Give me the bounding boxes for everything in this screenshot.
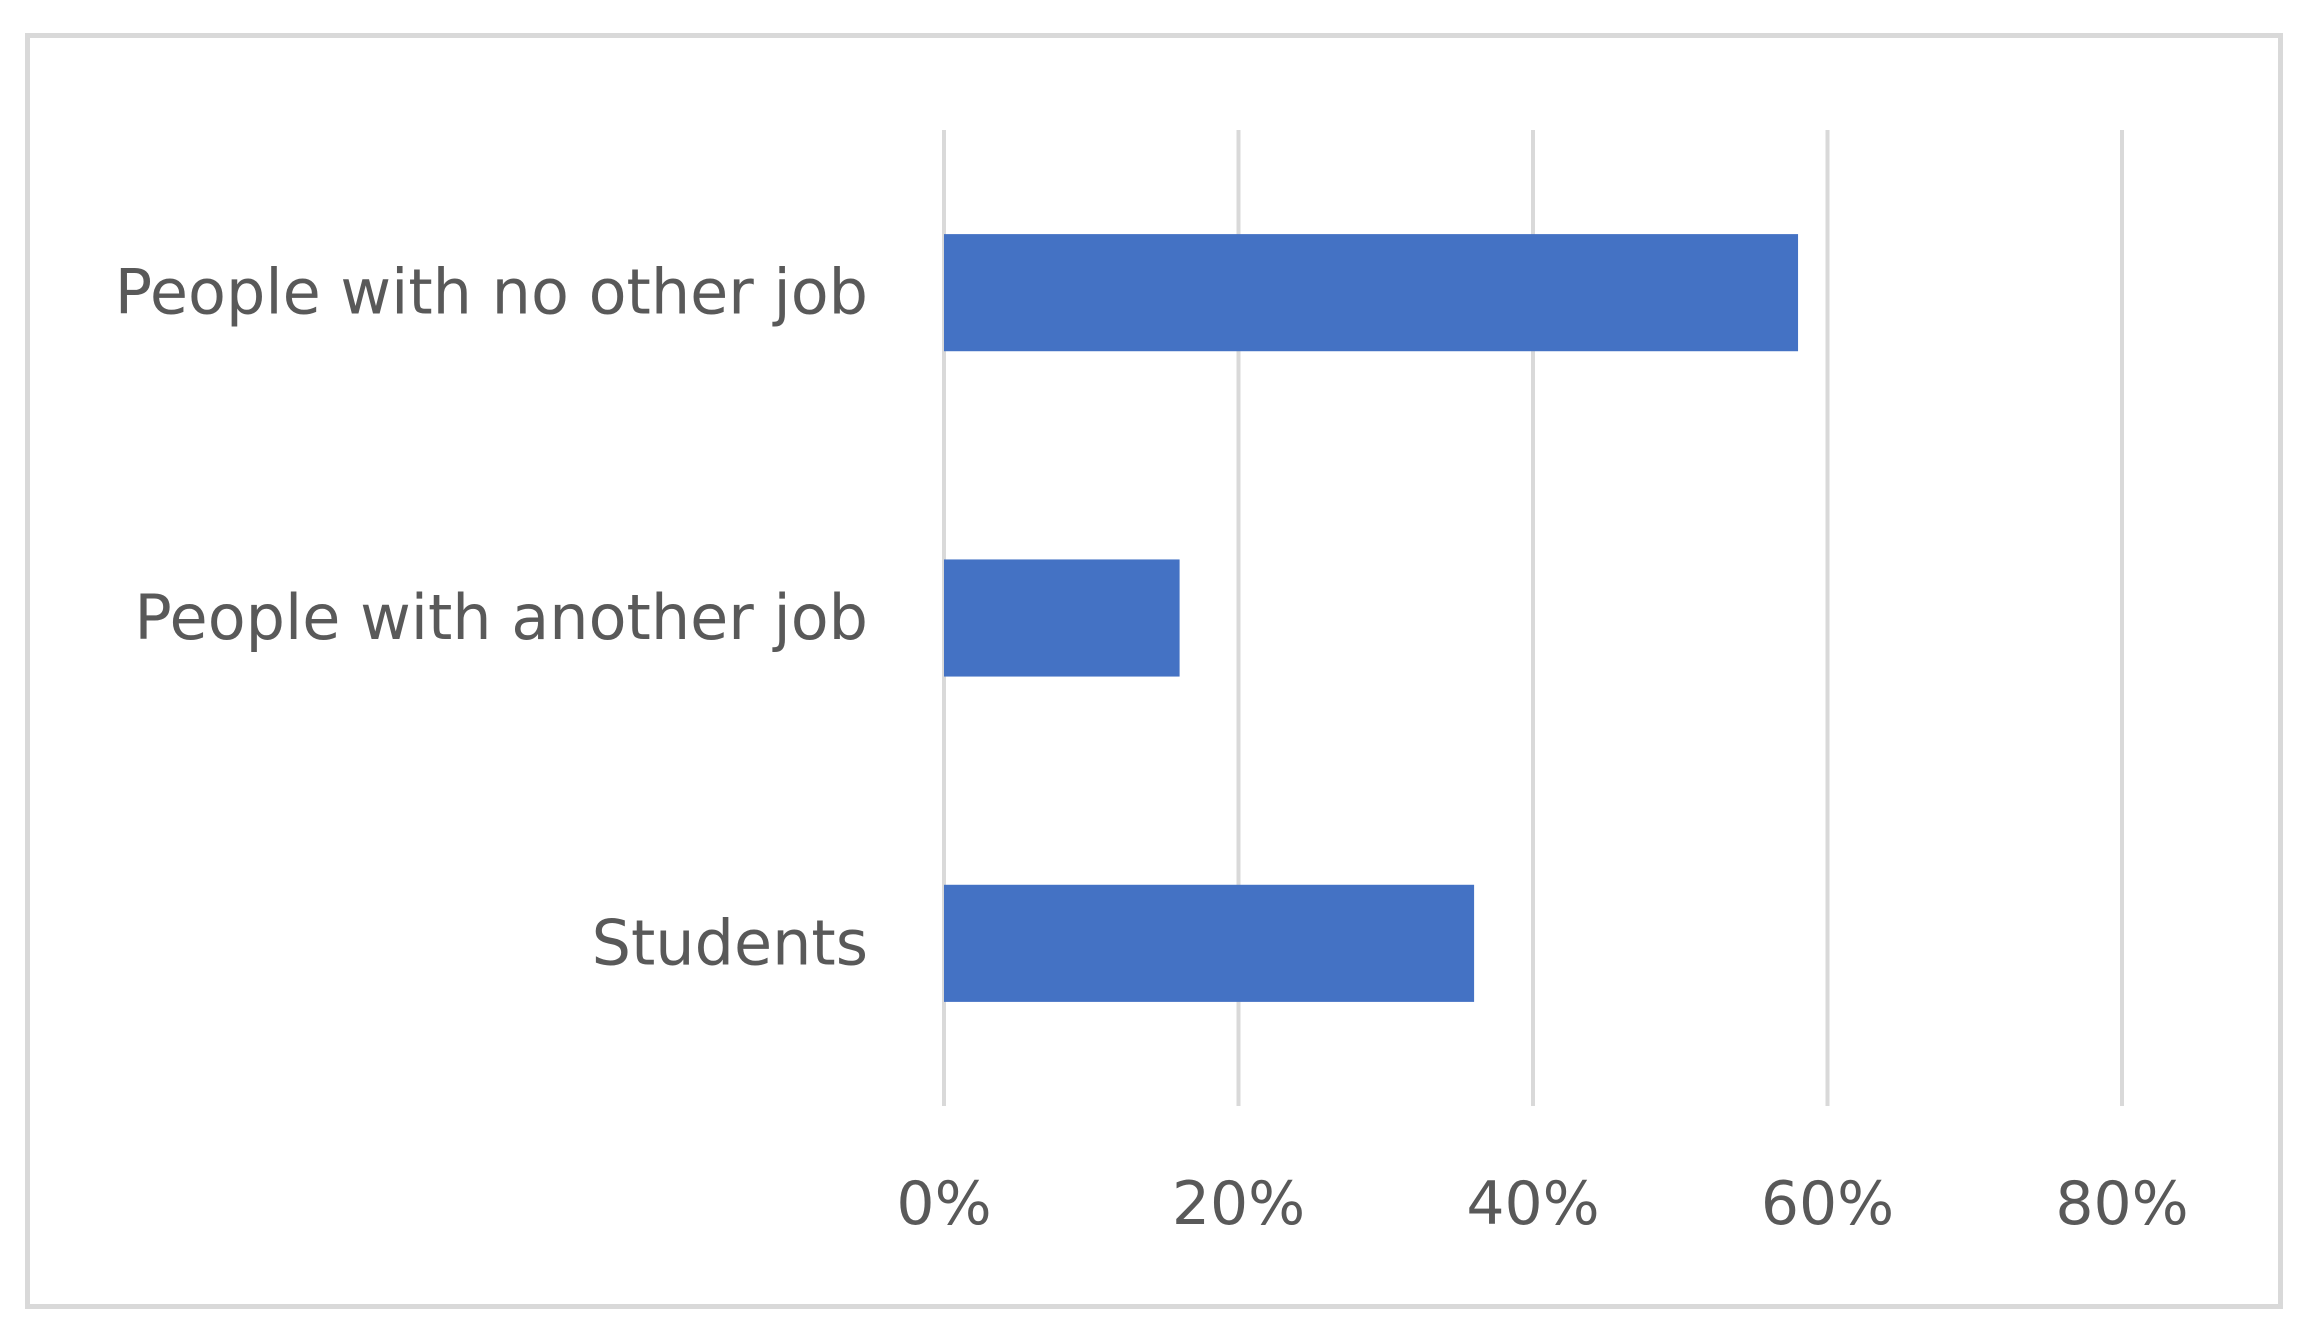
bar-1 xyxy=(944,559,1180,677)
x-tick-label-2: 40% xyxy=(1466,1169,1599,1239)
bars xyxy=(944,234,1799,1002)
x-tick-label-1: 20% xyxy=(1172,1169,1305,1239)
x-tick-label-4: 80% xyxy=(2055,1169,2188,1239)
x-tick-label-3: 60% xyxy=(1761,1169,1894,1239)
category-label-0: People with no other job xyxy=(115,256,868,329)
category-label-1: People with another job xyxy=(134,581,868,654)
category-labels: People with no other job People with anot… xyxy=(115,256,868,980)
x-axis-tick-labels: 0% 20% 40% 60% 80% xyxy=(896,1169,2188,1239)
category-label-2: Students xyxy=(592,906,868,979)
x-tick-label-0: 0% xyxy=(896,1169,991,1239)
bar-0 xyxy=(944,234,1799,352)
bar-2 xyxy=(944,884,1475,1002)
